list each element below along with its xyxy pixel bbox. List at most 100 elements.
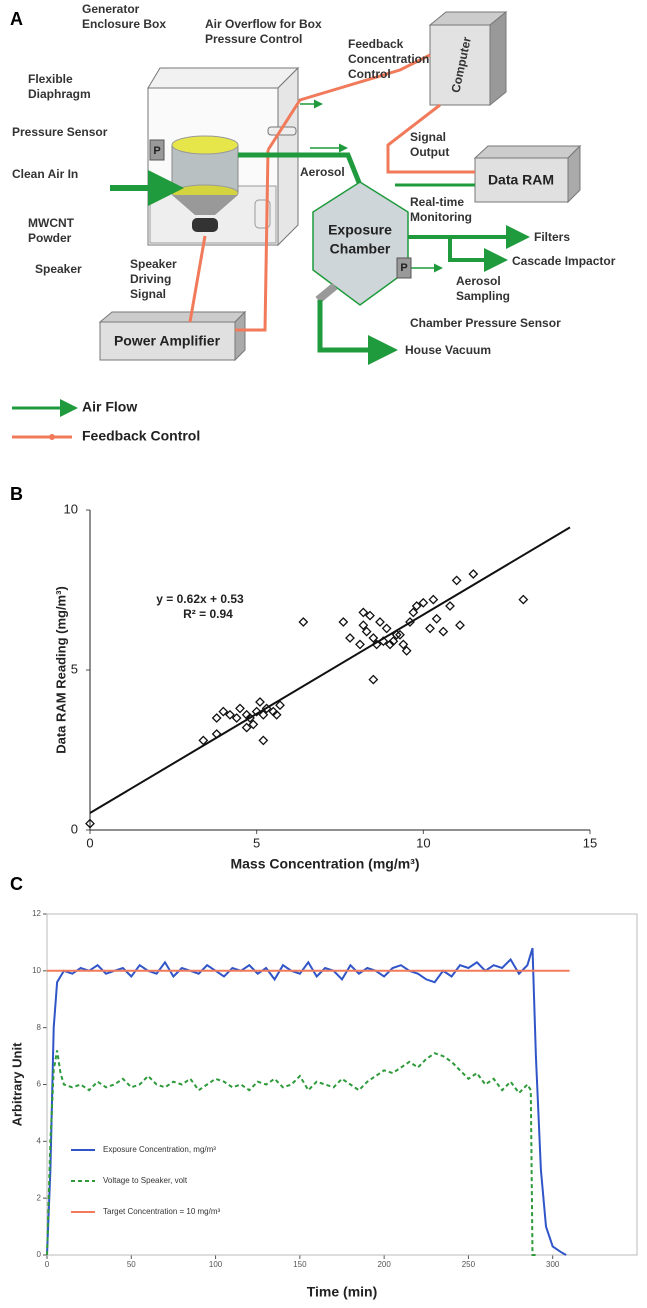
- y-tick-label: 6: [37, 1080, 42, 1089]
- label-line: Flexible: [28, 72, 73, 86]
- trendline: [89, 526, 571, 814]
- y-tick-label: 10: [32, 966, 41, 975]
- point: [431, 613, 442, 624]
- label-line: Diaphragm: [28, 87, 91, 101]
- label-line: Sampling: [456, 289, 510, 303]
- exposure-chamber: [312, 181, 409, 306]
- point: [411, 601, 422, 611]
- legend-label: Voltage to Speaker, volt: [103, 1176, 188, 1185]
- legend-label: Exposure Concentration, mg/m³: [103, 1145, 216, 1154]
- point: [388, 636, 399, 647]
- y-tick-label: 5: [71, 661, 78, 676]
- label-line: Signal: [130, 287, 166, 301]
- annotation: R² = 0.94: [183, 607, 233, 621]
- computer-side: [489, 10, 507, 107]
- label: Signal Output: [410, 130, 449, 159]
- label-line: Control: [348, 67, 391, 81]
- point: [218, 706, 229, 717]
- label: Filters: [534, 230, 570, 244]
- series-line: [46, 1050, 536, 1256]
- point: [198, 735, 209, 746]
- dataram-top: [473, 145, 582, 159]
- label-line: Air Overflow for Box: [205, 17, 322, 31]
- cone: [172, 195, 238, 215]
- vacuum-flow: [317, 300, 398, 365]
- point: [85, 818, 95, 829]
- power-amplifier: [99, 321, 236, 361]
- label-line: Powder: [28, 231, 72, 245]
- signal-line: [386, 103, 475, 174]
- x-tick-label: 300: [546, 1260, 560, 1269]
- point: [451, 575, 462, 586]
- point: [231, 713, 242, 723]
- y-tick-label: 4: [37, 1136, 42, 1145]
- label: House Vacuum: [405, 343, 491, 357]
- point: [365, 610, 375, 621]
- box-top: [147, 67, 300, 89]
- point: [381, 623, 392, 634]
- legend-label: Feedback Control: [82, 428, 200, 444]
- feedback-line: [266, 53, 431, 151]
- x-tick-label: 50: [127, 1260, 136, 1269]
- label: P: [400, 262, 407, 274]
- diaphragm: [171, 135, 239, 155]
- label: Speaker Driving Signal: [130, 257, 177, 301]
- label-line: MWCNT: [28, 216, 75, 230]
- point: [401, 645, 412, 656]
- chamber-sensor: [396, 257, 412, 279]
- label: Real-time Monitoring: [410, 195, 472, 224]
- point: [211, 713, 222, 723]
- x-tick-label: 250: [462, 1260, 476, 1269]
- label-line: Enclosure Box: [82, 17, 166, 31]
- y-tick-label: 0: [71, 821, 78, 836]
- point: [408, 607, 419, 618]
- outlet: [315, 282, 338, 304]
- label-line: Output: [410, 145, 449, 159]
- point: [445, 601, 455, 611]
- legend-label: Air Flow: [82, 399, 137, 415]
- handle: [254, 199, 271, 229]
- point: [398, 639, 409, 650]
- label: Aerosol: [300, 165, 345, 179]
- x-tick-label: 200: [377, 1260, 391, 1269]
- x-axis-title: Mass Concentration (mg/m³): [230, 856, 419, 872]
- pressure-sensor: [149, 139, 165, 161]
- panel-a: A P Computer Data RAM Power Amplifier Ex…: [10, 2, 616, 444]
- x-tick-label: 10: [416, 835, 430, 850]
- point: [425, 623, 435, 634]
- label: Air Overflow for Box Pressure Control: [205, 17, 322, 46]
- point: [468, 569, 479, 579]
- label: P: [153, 145, 160, 157]
- chart: C 0 50 100 150 200 250 300 0 2 4 6 8 10 12 Time (min) Ar…: [9, 874, 638, 1300]
- point: [235, 703, 245, 714]
- legend-label: Target Concentration = 10 mg/m³: [103, 1207, 221, 1216]
- point: [455, 620, 465, 631]
- label: Clean Air In: [12, 167, 78, 181]
- label-line: Aerosol: [456, 274, 501, 288]
- x-tick-label: 150: [293, 1260, 307, 1269]
- point: [358, 620, 369, 631]
- y-axis-title: Data RAM Reading (mg/m³): [53, 586, 68, 754]
- point: [368, 633, 379, 643]
- point: [271, 709, 282, 720]
- driving-line: [188, 235, 207, 323]
- label: Generator Enclosure Box: [82, 2, 166, 31]
- point: [385, 639, 395, 650]
- feedback-line: [235, 149, 270, 332]
- point: [355, 639, 365, 650]
- point: [391, 629, 402, 640]
- point: [275, 700, 285, 711]
- point: [368, 674, 379, 685]
- y-tick-label: 2: [37, 1193, 42, 1202]
- point: [338, 617, 349, 627]
- panel-label: A: [10, 9, 23, 29]
- x-tick-label: 5: [253, 835, 260, 850]
- panel-label: C: [10, 874, 23, 894]
- point: [248, 719, 259, 730]
- point: [361, 626, 372, 637]
- x-tick-label: 0: [45, 1260, 50, 1269]
- y-tick-label: 8: [37, 1023, 42, 1032]
- legend-swatch-dot: [49, 434, 55, 440]
- label: Flexible Diaphragm: [28, 72, 91, 101]
